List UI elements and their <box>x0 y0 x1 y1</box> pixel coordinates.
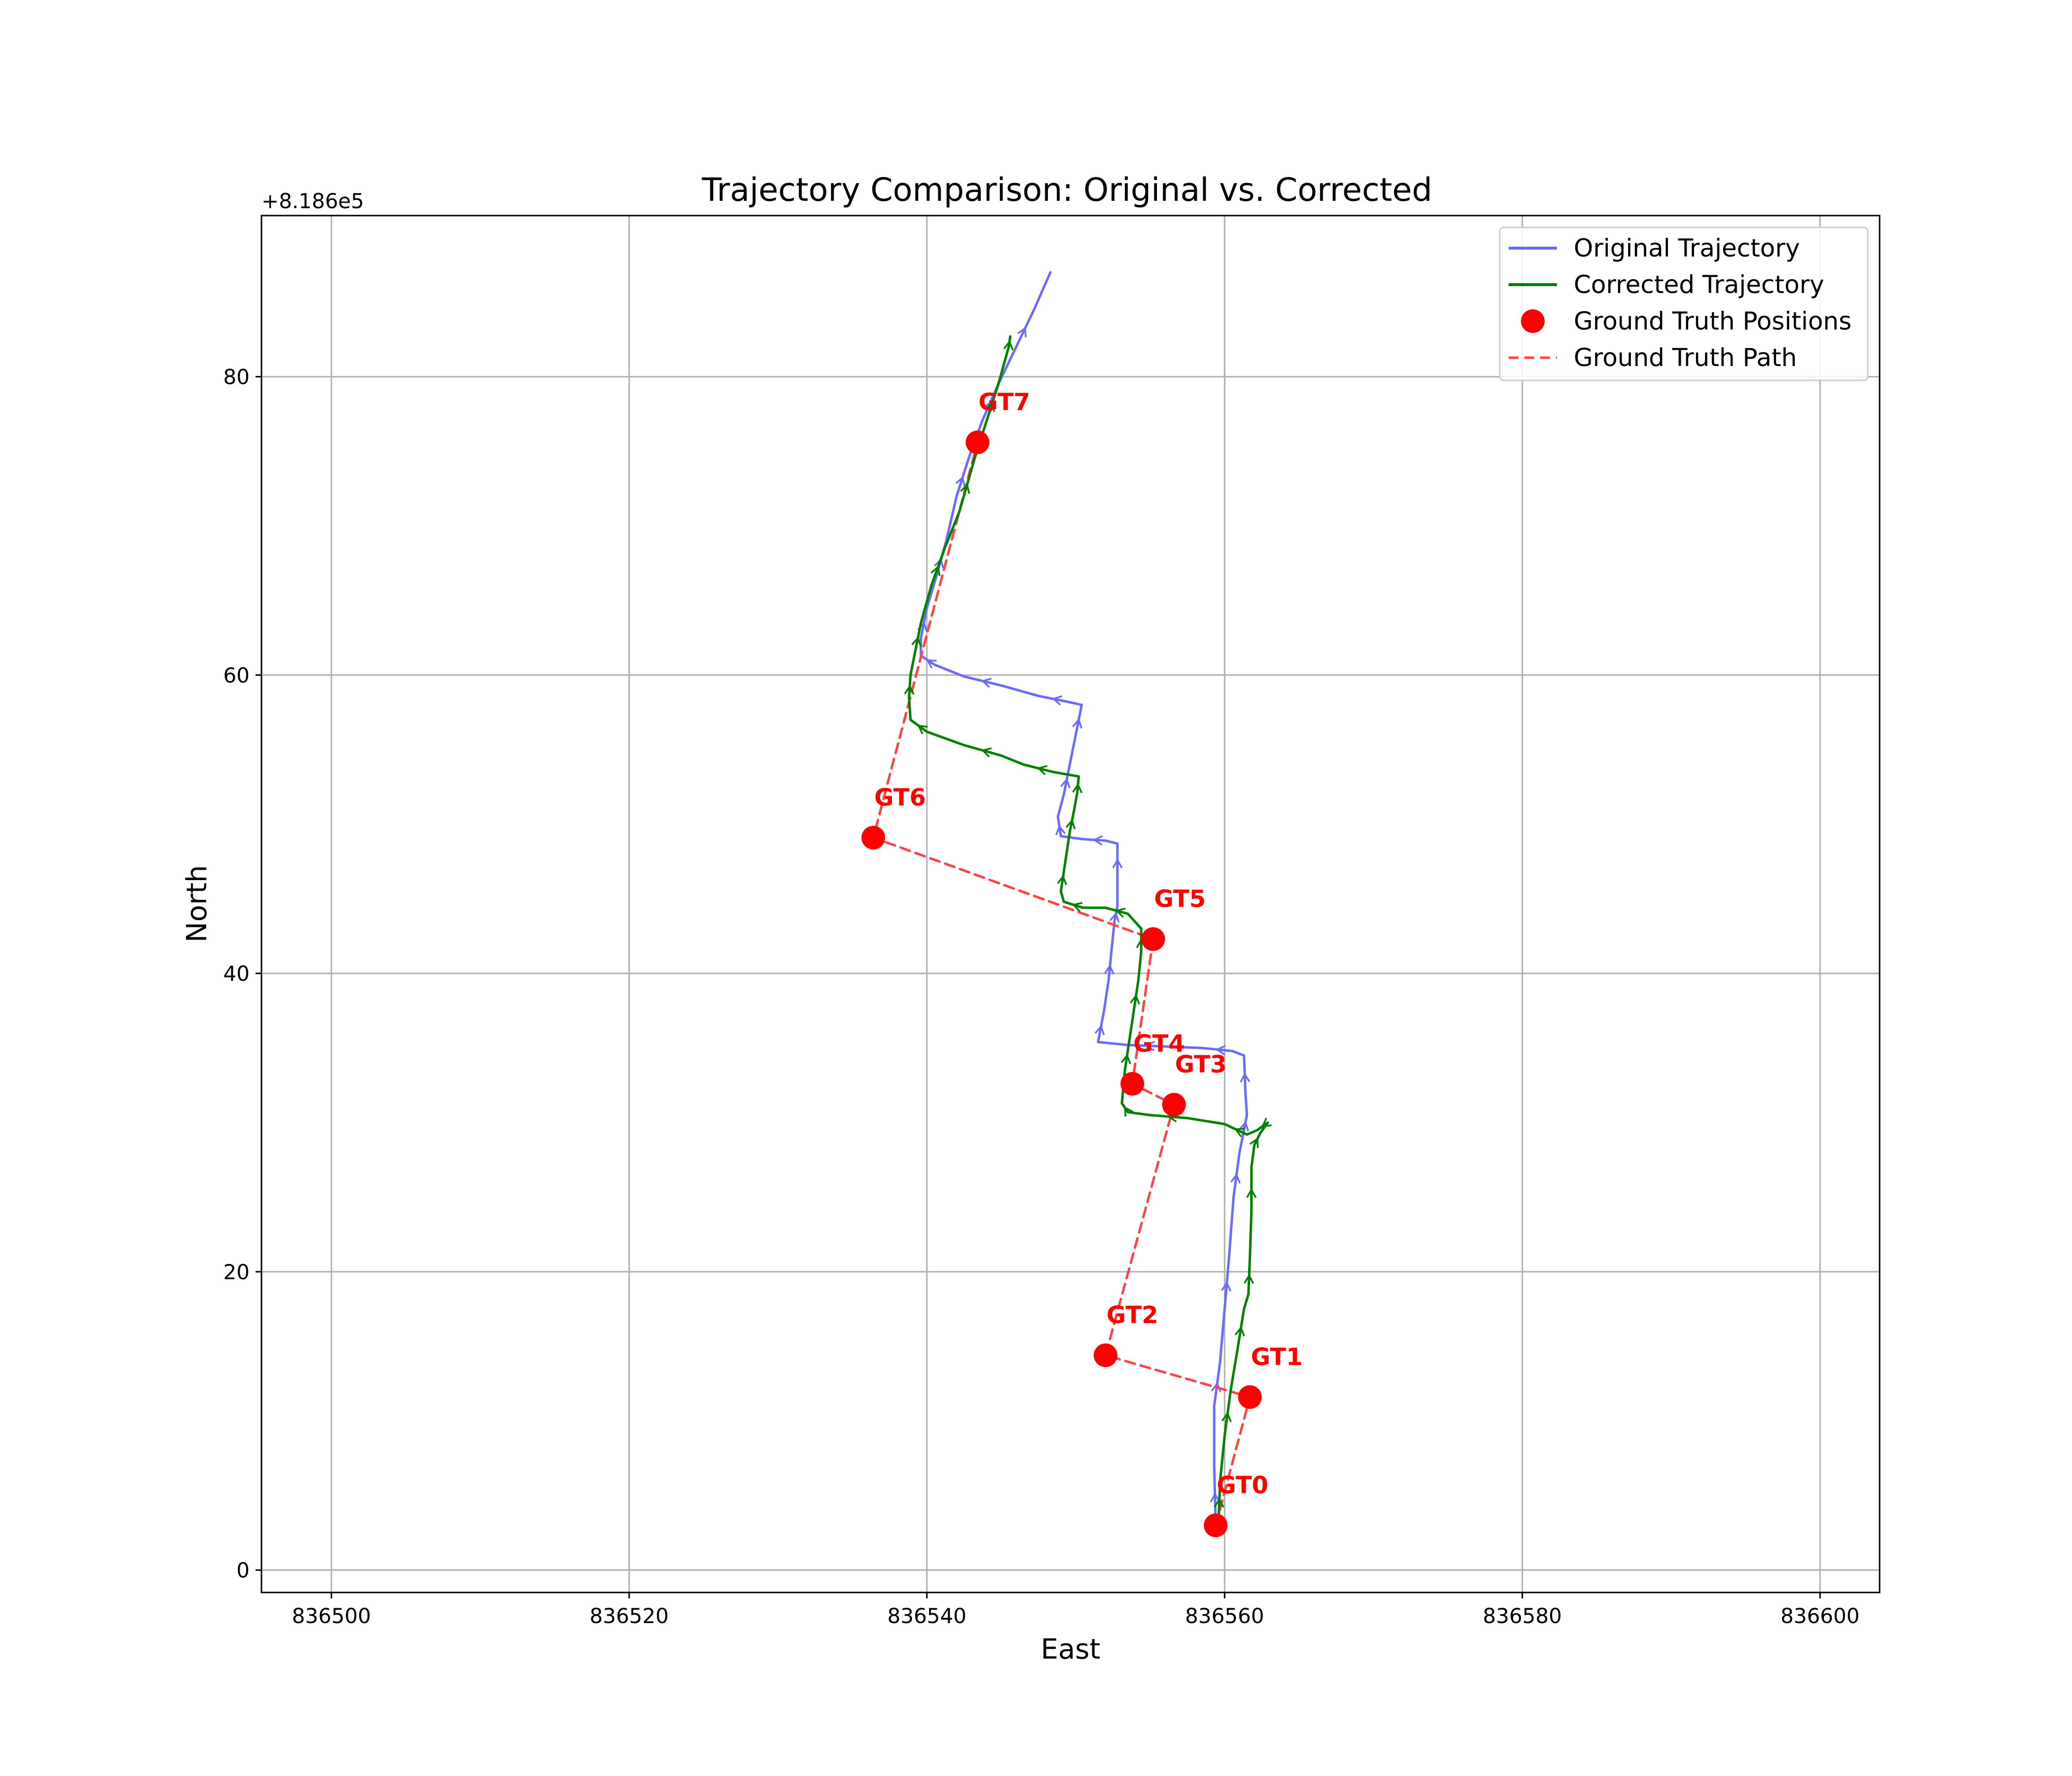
y-tick-label: 60 <box>223 663 250 687</box>
y-tick-label: 20 <box>223 1260 250 1284</box>
original-trajectory-line-arrow <box>955 476 965 487</box>
corrected-trajectory-line-arrow <box>1234 1326 1245 1337</box>
plot-content <box>872 271 1272 1527</box>
ground-truth-marker <box>861 825 886 850</box>
ground-truth-label: GT5 <box>1154 886 1206 913</box>
ground-truth-marker <box>1093 1343 1117 1368</box>
original-trajectory-line-arrow <box>1239 1120 1249 1132</box>
ground-truth-label: GT3 <box>1175 1051 1227 1078</box>
ground-truth-label: GT2 <box>1107 1301 1158 1329</box>
corrected-trajectory-line-arrow <box>930 565 941 576</box>
legend-label: Ground Truth Positions <box>1574 307 1851 335</box>
corrected-trajectory-line-arrow <box>985 401 996 412</box>
corrected-trajectory-line-arrow <box>1072 783 1083 794</box>
y-offset-label: +8.186e5 <box>261 189 364 213</box>
corrected-trajectory-line-arrow <box>1121 1053 1131 1065</box>
x-tick-label: 836500 <box>292 1604 371 1628</box>
original-trajectory-line-arrow <box>1230 1173 1241 1184</box>
corrected-trajectory-line-arrow <box>1115 907 1126 918</box>
ground-truth-marker <box>965 430 990 454</box>
legend-box <box>1499 226 1869 381</box>
ground-truth-marker <box>1238 1385 1262 1409</box>
corrected-trajectory-line-arrow <box>1130 994 1140 1005</box>
original-trajectory-line-arrow <box>1112 858 1123 869</box>
legend-label: Corrected Trajectory <box>1574 270 1824 299</box>
ground-truth-label: GT7 <box>978 389 1030 416</box>
x-tick-label: 836580 <box>1483 1604 1562 1628</box>
corrected-trajectory-line-arrow <box>1221 1411 1232 1422</box>
corrected-trajectory-line-arrow <box>1249 1137 1259 1148</box>
original-trajectory-line-arrow <box>1060 777 1071 789</box>
corrected-trajectory-line-arrow <box>911 636 922 647</box>
corrected-trajectory-line-arrow <box>1057 875 1068 886</box>
corrected-trajectory-line-arrow <box>1261 1117 1272 1128</box>
ground-truth-path-line <box>872 441 1252 1527</box>
corrected-trajectory-line-arrow <box>1036 765 1048 776</box>
original-trajectory-line-arrow <box>1094 1024 1105 1036</box>
corrected-trajectory-line-arrow <box>1246 1187 1257 1198</box>
original-trajectory-line-arrow <box>1104 964 1114 975</box>
x-tick-label: 836560 <box>1185 1604 1264 1628</box>
ground-truth-marker <box>1204 1513 1228 1537</box>
original-trajectory-line-arrow <box>1072 718 1082 729</box>
ground-truth-marker <box>1141 927 1165 951</box>
original-trajectory-line-arrow <box>1221 1281 1232 1292</box>
corrected-trajectory-line-arrow <box>1234 1127 1245 1138</box>
original-trajectory-line-arrow <box>1055 824 1066 836</box>
original-trajectory-line-arrow <box>1092 835 1103 846</box>
corrected-trajectory-line-arrow <box>1003 339 1014 351</box>
legend: Original Trajectory Corrected Trajectory G… <box>1499 226 1869 381</box>
original-trajectory-line-arrow <box>1051 695 1063 706</box>
original-trajectory-line <box>920 271 1249 1524</box>
corrected-trajectory-line-arrow <box>1072 902 1083 912</box>
y-tick-label: 80 <box>223 365 250 389</box>
corrected-trajectory-line-arrow <box>1214 1497 1224 1508</box>
corrected-trajectory-line-arrow <box>917 725 928 735</box>
ground-truth-label: GT4 <box>1133 1030 1185 1058</box>
original-trajectory-line-arrow <box>1145 1040 1155 1051</box>
ground-truth-label: GT6 <box>874 784 926 812</box>
legend-label: Original Trajectory <box>1574 234 1800 262</box>
corrected-trajectory-line-arrow <box>1124 1106 1134 1117</box>
legend-swatch-marker <box>1521 309 1545 333</box>
corrected-trajectory-line-arrow <box>960 483 970 494</box>
corrected-trajectory-line-arrow <box>981 747 992 758</box>
corrected-trajectory-line-arrow <box>1243 1273 1255 1284</box>
original-trajectory-line-arrow <box>981 677 992 688</box>
legend-label: Ground Truth Path <box>1574 343 1797 372</box>
ground-truth-marker <box>1120 1072 1145 1096</box>
ground-truth-marker <box>1162 1093 1186 1117</box>
x-axis-title: East <box>1041 1633 1101 1665</box>
original-trajectory-line-arrow <box>1210 1492 1221 1503</box>
original-trajectory-line-arrow <box>1215 1045 1226 1056</box>
corrected-trajectory-line-arrow <box>904 684 915 695</box>
axis-ticks: 836500 836520 836540 836560 836580 836600 0 20 4… <box>223 365 1860 1628</box>
original-trajectory-line-arrow <box>1240 1072 1251 1083</box>
x-tick-label: 836600 <box>1780 1604 1859 1628</box>
original-trajectory-line-arrow <box>1109 912 1120 923</box>
corrected-trajectory-line-arrow <box>1065 818 1076 830</box>
y-axis-title: North <box>181 865 213 943</box>
x-tick-label: 836540 <box>888 1604 966 1628</box>
plot-frame <box>260 215 1881 1593</box>
chart-title: Trajectory Comparison: Original vs. Corr… <box>702 172 1433 209</box>
y-tick-label: 0 <box>236 1558 250 1583</box>
ground-truth-label: GT0 <box>1217 1472 1268 1499</box>
y-tick-label: 40 <box>223 962 250 986</box>
original-trajectory-line-arrow <box>1017 327 1027 337</box>
original-trajectory-line-arrow <box>926 659 937 669</box>
ground-truth-label: GT1 <box>1251 1343 1303 1371</box>
x-tick-label: 836520 <box>590 1604 668 1628</box>
